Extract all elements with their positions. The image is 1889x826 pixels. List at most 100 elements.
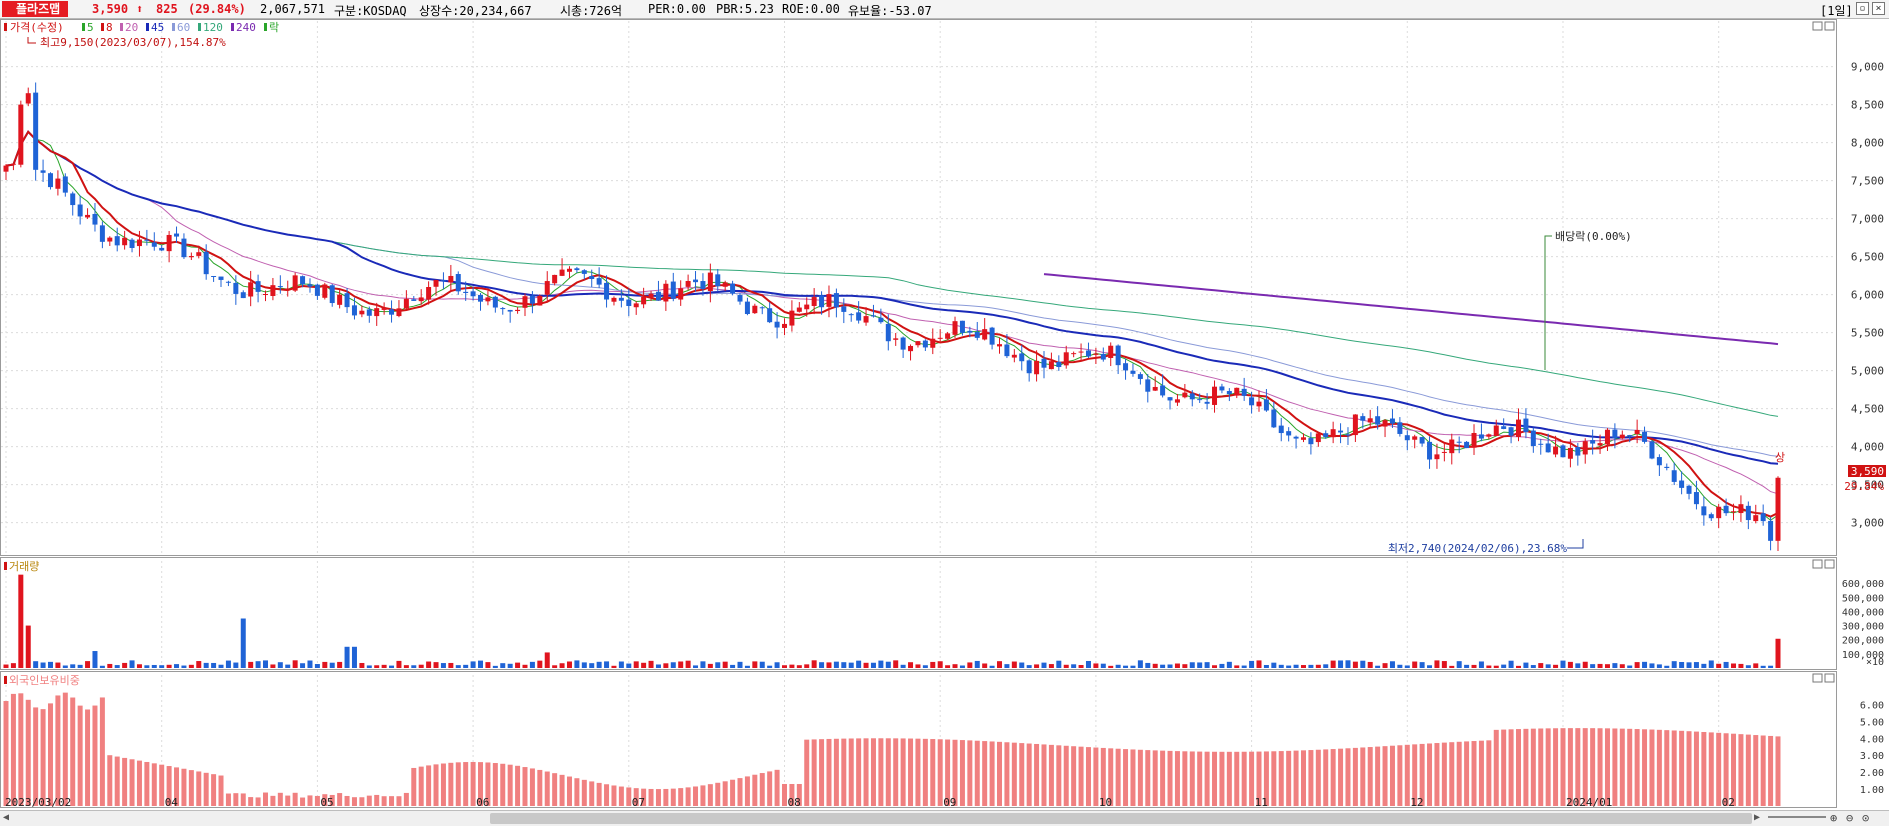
candle-body (537, 295, 543, 306)
foreign-ratio-bar (1493, 729, 1499, 806)
foreign-ratio-bar (848, 738, 854, 806)
volume-bar (507, 663, 513, 668)
candle-body (1026, 360, 1032, 374)
candle-body (1656, 457, 1662, 466)
foreign-ratio-bar (1404, 744, 1410, 806)
candle-body (900, 337, 906, 350)
volume-bar (33, 661, 39, 668)
volume-bar (1345, 660, 1351, 668)
volume-bar (1664, 665, 1670, 668)
volume-bar (819, 662, 825, 668)
foreign-ratio-bar (426, 765, 432, 806)
candle-body (1508, 427, 1514, 436)
foreign-ratio-bar (752, 774, 758, 806)
volume-bar (1011, 661, 1017, 668)
candle-body (1019, 353, 1025, 362)
foreign-ratio-bar (1308, 750, 1314, 806)
last-price-label: 3,590 (1851, 465, 1884, 478)
foreign-ratio-bar (804, 739, 810, 806)
stock-chart[interactable]: 3,000 3,500 4,000 4,500 5,000 5,500 6,000 6,500… (0, 19, 1889, 810)
candle-body (1530, 430, 1536, 447)
date-tick-label: 05 (320, 796, 333, 809)
ma-120-line (228, 219, 1779, 417)
candle-body (1115, 345, 1121, 366)
legend-swatch (146, 23, 149, 31)
foreign-ratio-bar (70, 697, 76, 806)
foreign-ratio-bar (188, 770, 194, 806)
foreign-ratio-bar (307, 795, 313, 806)
candle-body (18, 104, 24, 165)
volume-bar (225, 660, 231, 668)
candle-body (1449, 439, 1455, 454)
zoom-reset-icon[interactable]: ⊙ (1862, 811, 1870, 825)
last-price-tag: 3,590 29.84% (1844, 465, 1886, 493)
grid-lines (1, 21, 1836, 806)
candle-body (1753, 515, 1759, 522)
foreign-tick-label: 1.00 (1860, 785, 1884, 796)
volume-bar (893, 660, 899, 668)
minimize-icon[interactable]: ▫ (1856, 2, 1869, 15)
volume-bar (1471, 664, 1477, 668)
volume-bar (233, 662, 239, 668)
date-tick-label: 04 (165, 796, 179, 809)
retention-ratio: 유보율:-53.07 (848, 4, 932, 18)
horizontal-scrollbar[interactable]: ◀ ▶ ⊕ ⊖ ⊙ (0, 810, 1889, 826)
volume-bar (218, 664, 224, 668)
foreign-ratio-bar (1115, 748, 1121, 806)
candle-body (848, 314, 854, 316)
candle-body (196, 252, 202, 256)
volume-tick-label: 600,000 (1842, 579, 1884, 590)
volume-bar (107, 663, 113, 668)
foreign-ratio-bar (1671, 730, 1677, 806)
scroll-right-icon[interactable]: ▶ (1754, 812, 1761, 823)
volume-bar (1389, 661, 1395, 668)
candle-body (1034, 360, 1040, 375)
candle-body (426, 287, 432, 300)
period-selector[interactable]: [1일] (1820, 4, 1853, 18)
volume-bar (1768, 665, 1774, 668)
volume-bar (774, 662, 780, 668)
candle-body (1619, 434, 1625, 439)
zoom-in-icon[interactable]: ⊕ (1830, 811, 1838, 825)
foreign-ratio-bar (507, 764, 513, 806)
foreign-ratio-bar (1174, 751, 1180, 806)
candle-body (1145, 379, 1151, 392)
foreign-ratio-bar (470, 761, 476, 806)
volume-bars (3, 574, 1781, 668)
candle-body (166, 234, 172, 252)
panel-controls[interactable] (1812, 21, 1835, 683)
scroll-thumb[interactable] (490, 813, 1752, 824)
foreign-ratio-bar (463, 762, 469, 806)
scroll-left-icon[interactable]: ◀ (3, 812, 10, 823)
volume-bar (559, 663, 565, 668)
volume-bar (1123, 665, 1129, 668)
volume-tick-label: 500,000 (1842, 593, 1884, 604)
candle-body (1130, 370, 1136, 374)
limit-up-marker: 상 (1775, 451, 1785, 464)
foreign-ratio-bar (262, 792, 268, 806)
candle-body (1360, 416, 1366, 421)
candle-body (678, 288, 684, 300)
candle-body (337, 294, 343, 305)
volume-bar (1323, 664, 1329, 668)
up-arrow-icon: ⬆ (136, 2, 144, 16)
price-tick-label: 7,000 (1851, 213, 1884, 226)
ma-240-line (1043, 273, 1779, 346)
foreign-ratio-bar (433, 764, 439, 806)
volume-bar (515, 662, 521, 668)
volume-bar (159, 665, 165, 668)
volume-bar (1219, 663, 1225, 668)
foreign-ratio-bar (663, 788, 669, 806)
candle-body (1723, 505, 1729, 514)
close-icon[interactable]: × (1872, 2, 1885, 15)
candle-body (989, 327, 995, 345)
volume-bar (1130, 665, 1136, 668)
zoom-out-icon[interactable]: ⊖ (1846, 811, 1854, 825)
candle-body (1693, 492, 1699, 505)
foreign-ratio-bar (730, 779, 736, 806)
stock-name-badge[interactable]: 플라즈맵 (2, 1, 69, 17)
foreign-ratio-bar (604, 784, 610, 806)
foreign-ratio-bar (1449, 742, 1455, 806)
candle-body (1182, 392, 1188, 398)
zoom-slider[interactable] (1768, 816, 1826, 818)
